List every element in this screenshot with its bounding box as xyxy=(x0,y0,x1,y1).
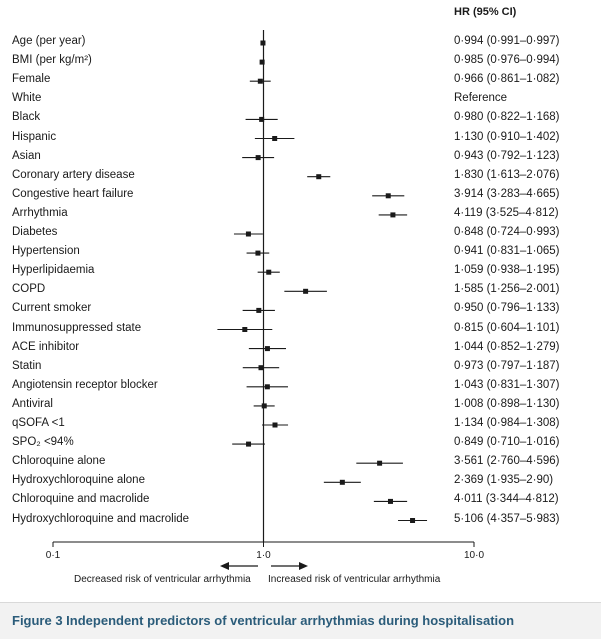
hr-point xyxy=(303,288,309,294)
row-hr-value: 0·849 (0·710–1·016) xyxy=(454,436,560,449)
row-hr-value: 2·369 (1·935–2·90) xyxy=(454,474,554,487)
row-label: Black xyxy=(12,111,41,124)
decreased-risk-note: Decreased risk of ventricular arrhythmia xyxy=(74,574,251,585)
row-label: Hypertension xyxy=(12,245,80,258)
row-label: White xyxy=(12,92,42,105)
row-label: qSOFA <1 xyxy=(12,417,65,429)
row-hr-value: 0·943 (0·792–1·123) xyxy=(454,149,560,162)
row-hr-value: 1·134 (0·984–1·308) xyxy=(454,417,560,429)
row-hr-value: 4·119 (3·525–4·812) xyxy=(454,206,559,219)
left-arrow-icon xyxy=(220,562,229,570)
row-label: Current smoker xyxy=(12,302,92,315)
row-hr-value: 1·043 (0·831–1·307) xyxy=(454,378,560,391)
hr-point xyxy=(316,174,322,180)
caption-bar: Figure 3 Independent predictors of ventr… xyxy=(0,602,601,639)
row-label: Hyperlipidaemia xyxy=(12,264,95,277)
row-hr-value: 0·966 (0·861–1·082) xyxy=(454,73,560,86)
row-hr-value: 1·585 (1·256–2·001) xyxy=(454,283,560,296)
row-hr-value: 1·130 (0·910–1·402) xyxy=(454,130,560,143)
hr-point xyxy=(266,269,272,275)
hr-point xyxy=(245,231,251,237)
row-label: ACE inhibitor xyxy=(12,340,80,353)
hr-point xyxy=(272,136,278,141)
row-hr-value: 5·106 (4·357–5·983) xyxy=(454,512,560,525)
row-label: Angiotensin receptor blocker xyxy=(12,378,158,391)
x-tick-label: 10·0 xyxy=(464,550,484,561)
hr-column-header: HR (95% CI) xyxy=(454,6,517,18)
row-label: Female xyxy=(12,73,51,86)
row-label: BMI (per kg/m²) xyxy=(12,54,92,67)
row-hr-value: 0·941 (0·831–1·065) xyxy=(454,245,560,258)
row-hr-value: 1·830 (1·613–2·076) xyxy=(454,168,560,181)
row-hr-value: 1·008 (0·898–1·130) xyxy=(454,397,560,410)
hr-point xyxy=(260,40,266,46)
row-label: Hydroxychloroquine and macrolide xyxy=(12,512,190,525)
row-hr-value: 3·561 (2·760–4·596) xyxy=(454,455,560,468)
hr-point xyxy=(256,307,262,313)
right-arrow-icon xyxy=(299,562,308,570)
row-label: Coronary artery disease xyxy=(12,168,135,181)
hr-point xyxy=(385,193,391,199)
x-tick-label: 1·0 xyxy=(256,550,271,561)
row-hr-value: 0·815 (0·604–1·101) xyxy=(454,321,560,334)
row-hr-value: 0·973 (0·797–1·187) xyxy=(454,359,560,372)
row-hr-value: 0·985 (0·976–0·994) xyxy=(454,54,560,67)
row-hr-value: 0·980 (0·822–1·168) xyxy=(454,111,560,124)
row-hr-value: 3·914 (3·283–4·665) xyxy=(454,187,560,200)
row-label: Diabetes xyxy=(12,226,58,238)
row-label: Antiviral xyxy=(12,397,53,410)
hr-point xyxy=(255,155,261,161)
hr-point xyxy=(377,460,383,466)
hr-point xyxy=(259,116,265,122)
hr-point xyxy=(258,365,264,371)
hr-point xyxy=(259,59,265,65)
row-label: Statin xyxy=(12,359,42,372)
forest-plot-svg: 0·1 1·0 10·0 xyxy=(46,30,484,570)
row-hr-value: 0·848 (0·724–0·993) xyxy=(454,226,560,238)
row-label: Hydroxychloroquine alone xyxy=(12,474,145,487)
row-hr-value: 1·044 (0·852–1·279) xyxy=(454,340,560,353)
row-label: Hispanic xyxy=(12,130,57,143)
row-hr-value: 0·950 (0·796–1·133) xyxy=(454,302,560,315)
row-label: Arrhythmia xyxy=(12,206,68,219)
hr-point xyxy=(261,403,267,409)
row-label: Immunosuppressed state xyxy=(12,321,142,334)
hr-point xyxy=(410,518,416,523)
row-hr-value: 4·011 (3·344–4·812) xyxy=(454,493,559,506)
row-label: SPO₂ <94% xyxy=(12,436,74,449)
hr-point xyxy=(339,479,345,485)
hr-point xyxy=(257,78,263,84)
hr-point xyxy=(246,441,252,447)
x-tick-label: 0·1 xyxy=(46,550,61,561)
row-label: Age (per year) xyxy=(12,35,86,47)
row-label: Asian xyxy=(12,149,41,162)
row-label: COPD xyxy=(12,283,46,296)
row-hr-value: 1·059 (0·938–1·195) xyxy=(454,264,560,277)
row-label: Chloroquine alone xyxy=(12,455,106,468)
hr-point xyxy=(242,327,248,332)
forest-plot-figure: HR (95% CI) Age (per year) BMI (per kg/m²… xyxy=(12,6,560,585)
figure-caption: Figure 3 Independent predictors of ventr… xyxy=(12,613,515,628)
row-hr-value: Reference xyxy=(454,92,508,105)
row-hr-value: 0·994 (0·991–0·997) xyxy=(454,35,560,47)
hr-point xyxy=(272,422,278,428)
hr-point xyxy=(264,384,270,390)
row-label: Congestive heart failure xyxy=(12,187,134,200)
increased-risk-note: Increased risk of ventricular arrhythmia xyxy=(268,574,441,585)
hr-point xyxy=(264,346,270,352)
row-label: Chloroquine and macrolide xyxy=(12,493,150,506)
hr-point xyxy=(255,250,261,256)
hr-point xyxy=(390,212,396,218)
hr-point xyxy=(387,498,393,504)
